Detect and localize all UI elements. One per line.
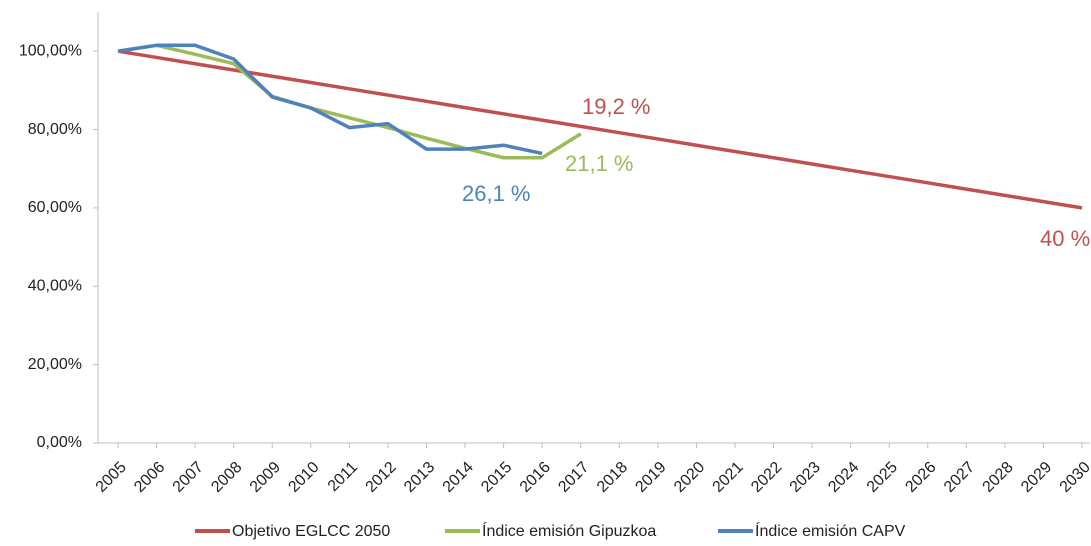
annotation: 26,1 %: [462, 181, 531, 206]
x-tick-label: 2013: [401, 459, 438, 496]
x-tick-label: 2030: [1057, 459, 1091, 496]
series-line: [117, 43, 543, 156]
x-tick-label: 2026: [902, 459, 939, 496]
x-tick-label: 2008: [208, 459, 245, 496]
annotation: 19,2 %: [582, 94, 651, 119]
annotation: 21,1 %: [565, 151, 634, 176]
y-tick-label: 60,00%: [28, 199, 82, 216]
y-tick-label: 40,00%: [28, 277, 82, 294]
series-line: [117, 43, 582, 160]
x-tick-label: 2009: [247, 459, 284, 496]
series-line: [117, 49, 1083, 210]
legend-label: Índice emisión Gipuzkoa: [482, 521, 656, 540]
x-tick-label: 2025: [864, 459, 901, 496]
x-tick-label: 2029: [1018, 459, 1055, 496]
x-tick-label: 2022: [748, 459, 785, 496]
y-tick-label: 0,00%: [37, 434, 82, 451]
x-tick-label: 2011: [325, 459, 361, 495]
x-tick-label: 2023: [787, 459, 824, 496]
x-tick-label: 2014: [440, 459, 477, 496]
legend-label: Índice emisión CAPV: [755, 521, 906, 540]
x-tick-label: 2015: [478, 459, 515, 496]
x-tick-label: 2005: [93, 459, 130, 496]
x-tick-label: 2020: [671, 459, 708, 496]
y-tick-label: 80,00%: [28, 121, 82, 138]
y-tick-label: 20,00%: [28, 356, 82, 373]
x-tick-label: 2006: [131, 459, 168, 496]
x-tick-label: 2028: [980, 459, 1017, 496]
x-tick-label: 2017: [555, 459, 592, 496]
x-tick-label: 2024: [825, 459, 862, 496]
x-tick-label: 2018: [594, 459, 631, 496]
x-tick-label: 2021: [710, 459, 747, 496]
x-tick-label: 2010: [285, 459, 322, 496]
y-tick-label: 100,00%: [19, 42, 82, 59]
annotation: 40 %: [1040, 226, 1090, 251]
x-tick-label: 2019: [632, 459, 669, 496]
x-tick-label: 2012: [363, 459, 400, 496]
x-tick-label: 2027: [941, 459, 978, 496]
x-tick-label: 2016: [517, 459, 554, 496]
x-tick-label: 2007: [170, 459, 207, 496]
legend-label: Objetivo EGLCC 2050: [232, 523, 390, 540]
